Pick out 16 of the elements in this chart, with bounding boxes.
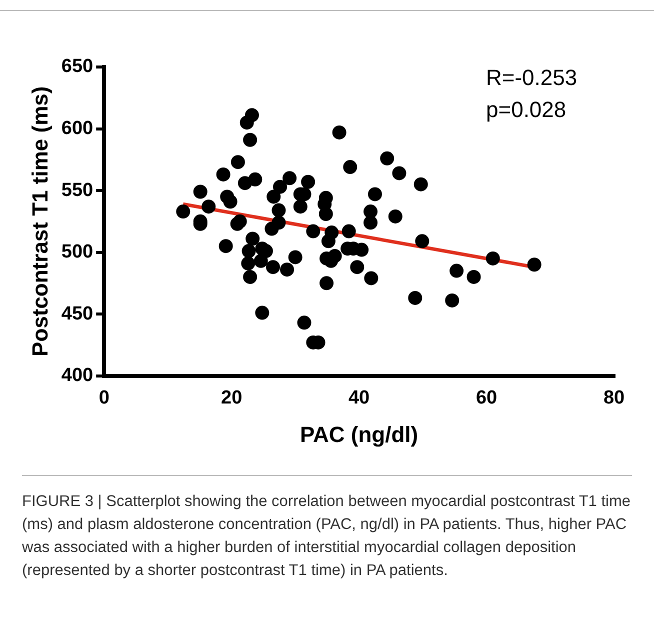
y-tick-label: 500 bbox=[61, 242, 94, 263]
annotation: R=-0.253 bbox=[486, 65, 578, 90]
x-axis-title: PAC (ng/dl) bbox=[300, 422, 418, 447]
y-tick-label: 550 bbox=[61, 180, 94, 201]
y-axis-title: Postcontrast T1 time (ms) bbox=[27, 86, 52, 356]
caption: FIGURE 3 | Scatterplot showing the correlation between myocardial postcontrast T1 time (ms) and plasm aldosterone concentration (PAC, ng/dl) in PA patients. Thus, higher PAC was associated with a higher burden of interstitial myocardial collagen deposition (represented by a shorter postcontrast T1 time) in PA patients. bbox=[22, 475, 632, 582]
x-tick-label: 60 bbox=[476, 387, 498, 408]
y-tick-label: 650 bbox=[61, 56, 94, 78]
y-tick-label: 400 bbox=[61, 365, 94, 386]
x-tick-label: 80 bbox=[603, 387, 625, 408]
annotation: p=0.028 bbox=[486, 97, 566, 122]
y-tick-label: 600 bbox=[61, 118, 94, 139]
y-tick-label: 450 bbox=[61, 303, 94, 324]
x-tick-label: 20 bbox=[221, 387, 242, 408]
x-tick-label: 40 bbox=[348, 387, 370, 408]
x-tick-label: 0 bbox=[98, 387, 110, 408]
